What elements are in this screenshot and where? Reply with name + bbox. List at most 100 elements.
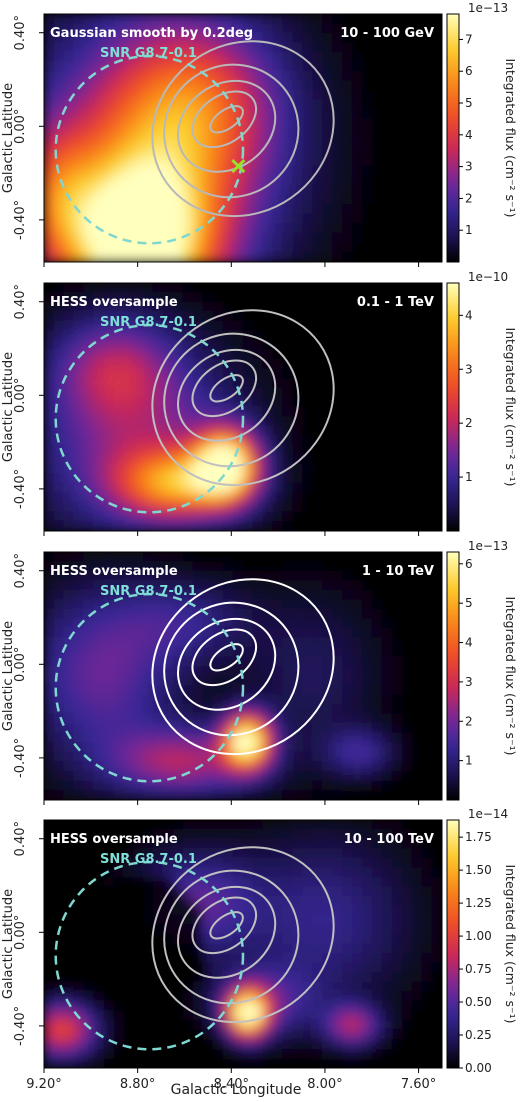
x-tick-label: 9.20°	[26, 1077, 61, 1092]
colorbar	[446, 282, 460, 532]
contour-line-4	[163, 332, 300, 468]
panel-1: Gaussian smooth by 0.2deg 10 - 100 GeV SNR…	[1, 1, 518, 267]
colorbar-tick-label: 5	[465, 96, 473, 110]
snr-label: SNR G8.7-0.1	[100, 852, 197, 867]
panel-title-left: Gaussian smooth by 0.2deg	[50, 26, 253, 41]
contour-line-4	[163, 63, 300, 199]
y-tick-label: 0.40°	[13, 821, 28, 856]
x-tick-label: 8.40°	[214, 1077, 249, 1092]
contours	[151, 40, 335, 218]
colorbar-tick-label: 6	[465, 64, 473, 78]
colorbar-tick-label: 4	[465, 128, 473, 142]
y-tick-label: 0.40°	[13, 15, 28, 50]
contour-line-3	[176, 885, 277, 979]
colorbar	[446, 13, 460, 263]
colorbar-tick-label: 3	[465, 675, 473, 689]
contour-line-2	[191, 90, 258, 149]
y-tick-label: 0.00°	[13, 109, 28, 144]
contour-line-4	[163, 869, 300, 1005]
colorbar-exponent: 1e−13	[468, 539, 508, 553]
panel-title-right: 0.1 - 1 TeV	[357, 295, 434, 310]
y-tick-label: -0.40°	[13, 738, 28, 778]
y-axis-label: Galactic Latitude	[1, 83, 16, 193]
contour-line-1	[209, 911, 244, 940]
panel-title-right: 10 - 100 GeV	[340, 26, 434, 41]
contour-line-5	[151, 846, 335, 1024]
source-marker	[231, 159, 246, 174]
colorbar-tick-label: 2	[465, 416, 473, 430]
colorbar-tick-label: 1.50	[465, 863, 492, 877]
y-tick-label: 0.00°	[13, 647, 28, 682]
colorbar-tick-label: 6	[465, 557, 473, 571]
colorbar-exponent: 1e−14	[468, 807, 508, 821]
colorbar-tick-label: 3	[465, 160, 473, 174]
colorbar-tick-label: 0.00	[465, 1061, 492, 1075]
contour-line-1	[209, 105, 244, 134]
contour-line-2	[191, 359, 258, 418]
colorbar-label: Integrated flux (cm⁻² s⁻¹)	[503, 864, 518, 1023]
colorbar-tick-label: 5	[465, 596, 473, 610]
contour-line-5	[151, 309, 335, 487]
panel-title-right: 10 - 100 TeV	[344, 832, 434, 847]
colorbar-tick-label: 2	[465, 191, 473, 205]
axes-frame	[43, 819, 443, 1069]
snr-label: SNR G8.7-0.1	[100, 584, 197, 599]
colorbar-tick-label: 1	[465, 223, 473, 237]
colorbar-tick-label: 0.50	[465, 995, 492, 1009]
x-tick-label: 7.60°	[401, 1077, 436, 1092]
snr-label: SNR G8.7-0.1	[100, 46, 197, 61]
snr-circle	[54, 323, 245, 514]
colorbar-tick-label: 1.75	[465, 830, 492, 844]
panel-3: HESS oversample 1 - 10 TeV SNR G8.7-0.1 0.4…	[1, 539, 518, 805]
axes-frame	[43, 282, 443, 532]
contour-line-3	[176, 348, 277, 442]
colorbar-tick-label: 3	[465, 362, 473, 376]
contour-line-1	[209, 643, 244, 672]
contour-line-2	[191, 628, 258, 687]
panel-title-right: 1 - 10 TeV	[362, 564, 434, 579]
colorbar-label: Integrated flux (cm⁻² s⁻¹)	[503, 58, 518, 217]
contour-line-3	[176, 79, 277, 173]
panel-title-left: HESS oversample	[50, 564, 178, 579]
colorbar-exponent: 1e−10	[468, 270, 508, 284]
snr-circle	[54, 860, 245, 1051]
x-tick-label: 8.80°	[120, 1077, 155, 1092]
y-tick-label: 0.00°	[13, 915, 28, 950]
y-tick-label: -0.40°	[13, 1006, 28, 1046]
colorbar-tick-label: 0.75	[465, 962, 492, 976]
panel-2: HESS oversample 0.1 - 1 TeV SNR G8.7-0.1 0.…	[1, 270, 518, 536]
contour-line-5	[151, 40, 335, 218]
y-axis-label: Galactic Latitude	[1, 621, 16, 731]
x-axis-label: Galactic Longitude	[171, 1082, 302, 1098]
snr-circle	[54, 592, 245, 783]
colorbar-tick-label: 1	[465, 470, 473, 484]
snr-label: SNR G8.7-0.1	[100, 315, 197, 330]
x-tick-label: 8.00°	[307, 1077, 342, 1092]
colorbar-tick-label: 7	[465, 32, 473, 46]
axes-frame	[43, 551, 443, 801]
y-tick-label: -0.40°	[13, 469, 28, 509]
y-tick-label: 0.40°	[13, 553, 28, 588]
colorbar-exponent: 1e−13	[468, 1, 508, 15]
contour-line-2	[191, 896, 258, 955]
colorbar-label: Integrated flux (cm⁻² s⁻¹)	[503, 596, 518, 755]
heatmap	[44, 14, 442, 262]
axes-frame	[43, 13, 443, 263]
colorbar-tick-label: 0.25	[465, 1028, 492, 1042]
contours	[151, 309, 335, 487]
colorbar-tick-label: 1.25	[465, 896, 492, 910]
panel-title-left: HESS oversample	[50, 832, 178, 847]
contour-line-4	[163, 601, 300, 737]
contour-line-5	[151, 578, 335, 756]
colorbar-tick-label: 1	[465, 754, 473, 768]
contours	[151, 846, 335, 1024]
colorbar	[446, 819, 460, 1069]
contours	[151, 578, 335, 756]
panel-4: HESS oversample 10 - 100 TeV SNR G8.7-0.1 9…	[1, 807, 518, 1092]
contour-line-1	[209, 374, 244, 403]
y-tick-label: -0.40°	[13, 200, 28, 240]
snr-circle	[54, 54, 245, 245]
y-tick-label: 0.40°	[13, 284, 28, 319]
colorbar-label: Integrated flux (cm⁻² s⁻¹)	[503, 327, 518, 486]
